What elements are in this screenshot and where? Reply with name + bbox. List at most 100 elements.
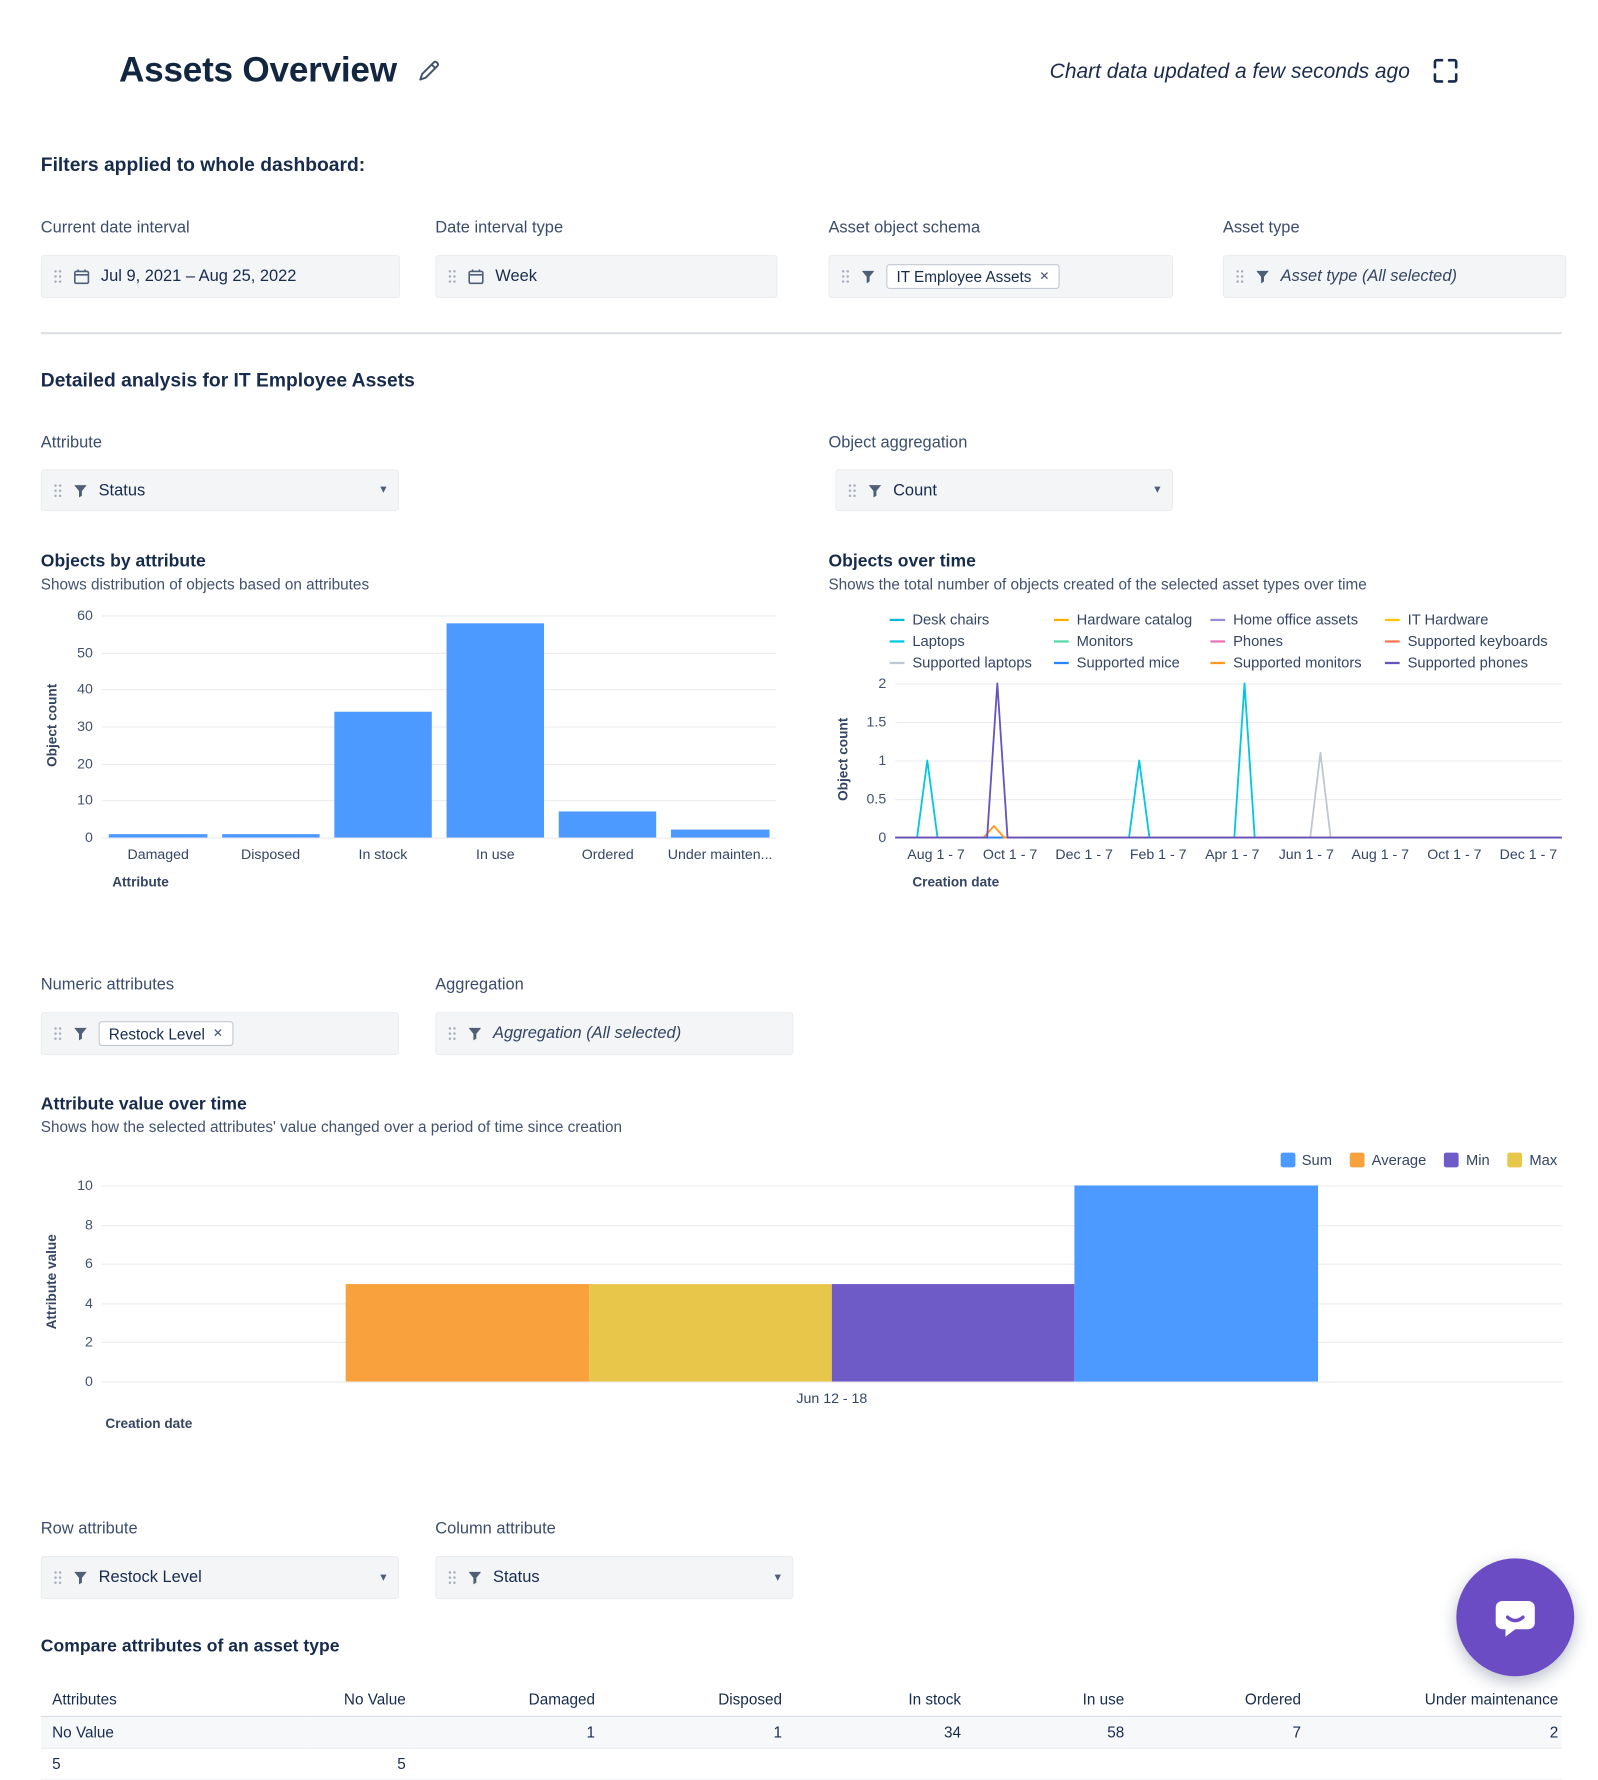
- chat-widget-button[interactable]: [1456, 1558, 1575, 1677]
- chip-close-icon[interactable]: ✕: [1039, 269, 1050, 284]
- drag-handle-icon[interactable]: [841, 269, 850, 285]
- y-tick-label: 6: [85, 1255, 93, 1272]
- chevron-down-icon: ▾: [380, 1570, 387, 1584]
- legend-item[interactable]: Supported keyboards: [1384, 632, 1580, 650]
- column-attribute-select[interactable]: Status ▾: [435, 1556, 794, 1600]
- legend-item[interactable]: Average: [1350, 1151, 1426, 1168]
- aggregation-input[interactable]: Aggregation (All selected): [435, 1012, 794, 1056]
- chip-close-icon[interactable]: ✕: [212, 1026, 223, 1041]
- drag-handle-icon[interactable]: [448, 1026, 457, 1042]
- numeric-attributes-input[interactable]: Restock Level ✕: [40, 1012, 399, 1056]
- table-cell: 5: [40, 1747, 305, 1780]
- funnel-icon: [867, 482, 883, 498]
- x-tick-label: Jun 12 - 18: [796, 1390, 868, 1407]
- legend-item[interactable]: Supported monitors: [1210, 654, 1385, 671]
- legend-label: Home office assets: [1233, 610, 1359, 628]
- drag-handle-icon[interactable]: [53, 269, 62, 285]
- row-attribute-select[interactable]: Restock Level ▾: [40, 1556, 399, 1600]
- legend-label: Min: [1465, 1151, 1490, 1169]
- current-date-interval-input[interactable]: Jul 9, 2021 – Aug 25, 2022: [40, 254, 401, 299]
- calendar-icon: [73, 267, 91, 285]
- y-tick-label: 40: [77, 681, 93, 698]
- legend-item[interactable]: Supported phones: [1384, 653, 1580, 671]
- restock-level-chip-label: Restock Level: [108, 1025, 205, 1043]
- bar: [446, 622, 545, 838]
- legend-item[interactable]: Min: [1444, 1151, 1490, 1169]
- fullscreen-button[interactable]: [1431, 57, 1459, 85]
- y-tick-label: 60: [77, 607, 93, 624]
- asset-type-label: Asset type: [1222, 218, 1300, 237]
- asset-type-input[interactable]: Asset type (All selected): [1222, 254, 1567, 299]
- legend-label: Desk chairs: [912, 610, 990, 628]
- drag-handle-icon[interactable]: [53, 482, 62, 498]
- drag-handle-icon[interactable]: [448, 269, 457, 285]
- legend-item[interactable]: IT Hardware: [1384, 611, 1580, 628]
- attribute-value-plot: Attribute value Creation date 0 2 4 6 8 10 Jun…: [44, 1178, 1562, 1431]
- drag-handle-icon[interactable]: [53, 1570, 62, 1586]
- compare-table: Attributes No Value Damaged Disposed In stoc…: [40, 1684, 1562, 1780]
- date-interval-type-input[interactable]: Week: [435, 254, 778, 299]
- legend-item[interactable]: Max: [1507, 1151, 1557, 1168]
- gridline: [101, 689, 777, 691]
- restock-level-chip[interactable]: Restock Level ✕: [98, 1021, 234, 1047]
- filters-heading: Filters applied to whole dashboard:: [40, 154, 366, 176]
- x-tick-label: Oct 1 - 7: [1427, 846, 1482, 863]
- legend-item[interactable]: Supported mice: [1053, 654, 1210, 671]
- bar: [345, 1283, 589, 1382]
- legend-item[interactable]: Laptops: [889, 632, 1054, 649]
- column-header: Attributes: [40, 1684, 305, 1717]
- drag-handle-icon[interactable]: [448, 1570, 457, 1586]
- legend-item[interactable]: Hardware catalog: [1053, 611, 1210, 628]
- asset-type-value: Asset type (All selected): [1280, 267, 1457, 286]
- legend-label: Supported keyboards: [1407, 632, 1548, 650]
- y-tick-label: 0: [85, 1373, 93, 1390]
- pencil-icon: [419, 60, 440, 80]
- legend-swatch: [1384, 639, 1400, 643]
- gridline: [101, 800, 777, 802]
- legend-label: Sum: [1301, 1151, 1332, 1169]
- x-tick-label: In stock: [358, 846, 408, 863]
- drag-handle-icon[interactable]: [53, 1026, 62, 1042]
- legend-swatch: [1210, 618, 1226, 621]
- compare-table-body: No Value 1 1 34 58 7 2 5 5: [40, 1715, 1562, 1780]
- legend-swatch: [1350, 1152, 1365, 1168]
- drag-handle-icon[interactable]: [848, 482, 857, 498]
- table-cell: 7: [1127, 1715, 1305, 1749]
- table-cell: 1: [598, 1715, 786, 1749]
- asset-object-schema-input[interactable]: IT Employee Assets ✕: [828, 254, 1173, 299]
- chevron-down-icon: ▾: [1154, 482, 1161, 497]
- funnel-icon: [1255, 269, 1271, 285]
- column-header: In stock: [785, 1684, 965, 1717]
- legend-label: Supported phones: [1407, 653, 1529, 671]
- legend-swatch: [1053, 661, 1069, 664]
- x-tick-label: Feb 1 - 7: [1129, 846, 1187, 863]
- drag-handle-icon[interactable]: [1235, 269, 1244, 285]
- legend-item[interactable]: Supported laptops: [889, 654, 1054, 671]
- x-tick-label: Damaged: [127, 846, 189, 863]
- legend-item[interactable]: Home office assets: [1210, 611, 1385, 628]
- table-cell: [1304, 1747, 1562, 1780]
- legend-item[interactable]: Sum: [1280, 1151, 1332, 1168]
- y-tick-label: 0: [85, 829, 93, 846]
- table-cell: 5: [304, 1747, 410, 1780]
- bar: [334, 711, 432, 838]
- schema-chip-label: IT Employee Assets: [896, 268, 1032, 286]
- current-date-interval-label: Current date interval: [40, 218, 190, 237]
- y-tick-label: 50: [77, 644, 93, 661]
- edit-title-button[interactable]: [416, 57, 442, 83]
- object-aggregation-select[interactable]: Count ▾: [835, 469, 1173, 512]
- attribute-select[interactable]: Status ▾: [40, 469, 399, 512]
- legend-swatch: [1384, 618, 1400, 621]
- legend-item[interactable]: Desk chairs: [889, 610, 1054, 628]
- chart-title: Attribute value over time: [40, 1094, 247, 1115]
- schema-chip[interactable]: IT Employee Assets ✕: [886, 264, 1060, 289]
- objects-over-time-legend: Desk chairs Hardware catalog Home office a…: [889, 610, 1580, 671]
- legend-item[interactable]: Monitors: [1053, 632, 1210, 649]
- attribute-select-value: Status: [98, 481, 146, 500]
- funnel-icon: [467, 1026, 483, 1042]
- fullscreen-icon: [1433, 58, 1458, 83]
- chart-subtitle: Shows distribution of objects based on a…: [40, 575, 370, 593]
- legend-item[interactable]: Phones: [1210, 632, 1385, 649]
- table-cell: 1: [409, 1715, 599, 1749]
- x-tick-label: Apr 1 - 7: [1205, 846, 1260, 863]
